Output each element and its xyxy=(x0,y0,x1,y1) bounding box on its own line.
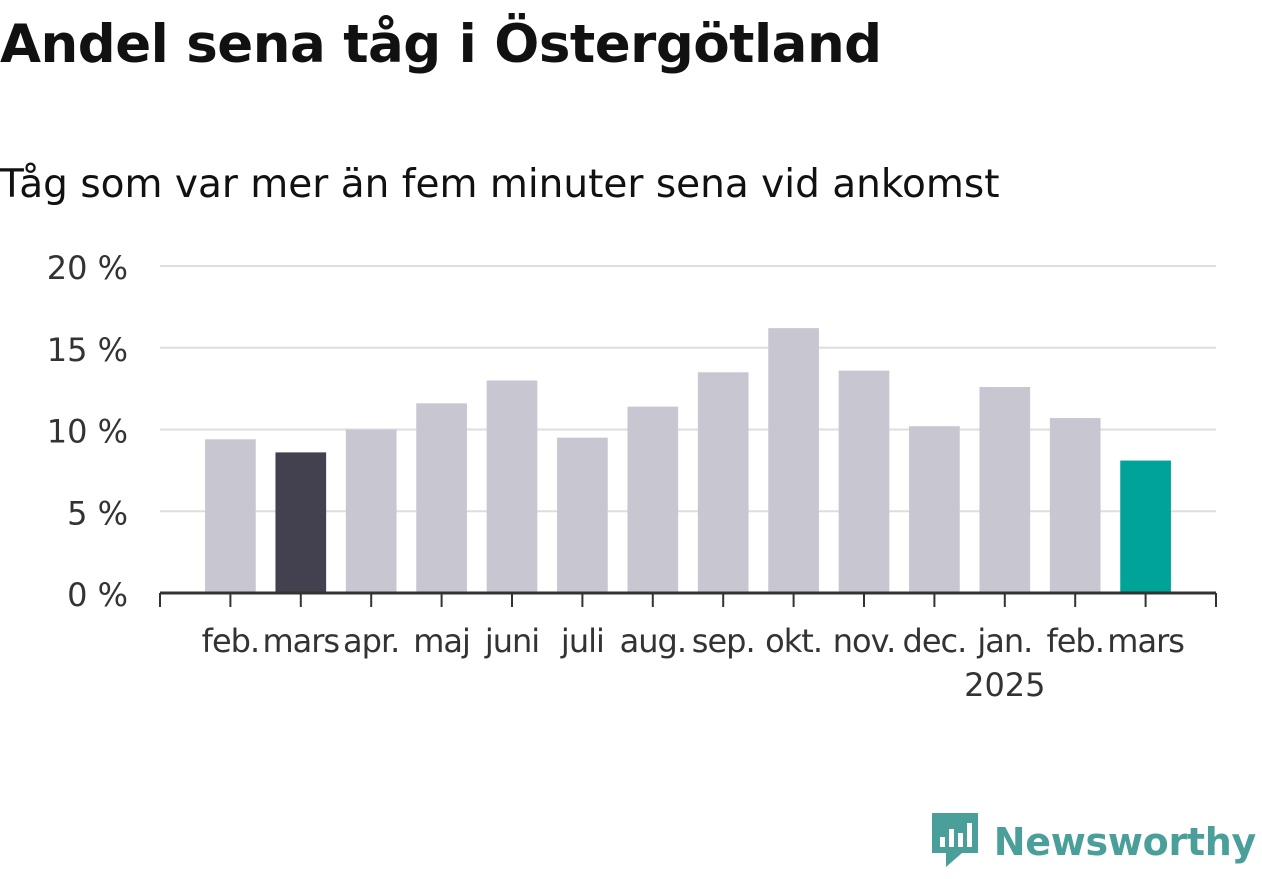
bar xyxy=(416,403,467,593)
bar xyxy=(838,370,890,593)
y-axis-ticks: 0 % 5 % 10 % 15 % 20 % xyxy=(47,249,128,614)
x-tick-label: feb. xyxy=(202,622,259,660)
bar xyxy=(697,372,749,593)
bar xyxy=(909,426,960,593)
x-tick-label: mars xyxy=(1107,622,1184,660)
bar xyxy=(1120,460,1171,593)
x-tick-label: mars xyxy=(262,622,339,660)
brand-logo: Newsworthy xyxy=(930,811,1256,873)
x-tick-label: apr. xyxy=(343,622,399,660)
bar xyxy=(979,386,1031,593)
chart-subtitle: Tåg som var mer än fem minuter sena vid … xyxy=(0,162,1000,207)
gridlines xyxy=(160,265,1216,513)
bar xyxy=(205,439,256,593)
bar xyxy=(1049,418,1101,593)
x-tick-label: jan. xyxy=(976,622,1032,660)
x-tick-label: juni xyxy=(484,622,539,660)
x-tick-label: aug. xyxy=(620,622,686,660)
y-tick-label: 15 % xyxy=(47,331,128,369)
bars xyxy=(205,328,1171,593)
x-tick-label: maj xyxy=(413,622,470,660)
newsworthy-logo-icon xyxy=(930,811,980,873)
y-tick-label: 20 % xyxy=(47,249,128,287)
x-tick-label: nov. xyxy=(833,622,895,660)
x-tick-label: dec. xyxy=(903,622,967,660)
y-tick-label: 0 % xyxy=(67,576,128,614)
brand-name: Newsworthy xyxy=(993,820,1257,864)
bar xyxy=(768,328,819,593)
x-axis xyxy=(159,591,1217,607)
x-tick-sublabel: 2025 xyxy=(964,666,1045,704)
x-tick-label: okt. xyxy=(765,622,822,660)
bar xyxy=(557,437,608,593)
bar xyxy=(486,380,538,593)
x-tick-label: juli xyxy=(560,622,604,660)
x-tick-label: feb. xyxy=(1046,622,1103,660)
y-tick-label: 5 % xyxy=(67,494,128,532)
bar xyxy=(345,429,397,593)
x-axis-ticks: feb. mars apr. maj juni juli aug. sep. okt. nov. d… xyxy=(202,622,1186,704)
y-tick-label: 10 % xyxy=(47,413,128,451)
bar xyxy=(627,406,679,593)
bar xyxy=(275,452,327,593)
chart-title: Andel sena tåg i Östergötland xyxy=(0,14,882,75)
x-tick-label: sep. xyxy=(692,622,755,660)
